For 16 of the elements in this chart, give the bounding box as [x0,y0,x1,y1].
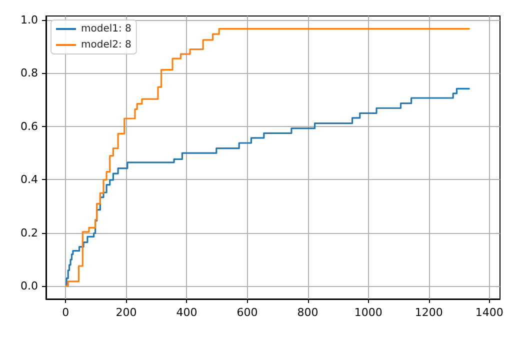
y-tick-label: 0.8 [20,66,38,80]
x-tick-label: 1000 [354,306,382,319]
y-tick-label: 0.6 [20,120,38,133]
legend-label: model2: 8 [81,40,132,50]
x-tick-label: 0 [62,306,70,319]
x-tick-label: 1400 [475,306,504,319]
y-tick-label: 0.4 [20,173,38,186]
x-tick-label: 600 [236,306,258,319]
y-tick-label: 0.0 [20,280,38,293]
y-tick-label: 1.0 [20,13,38,26]
x-tick-label: 1200 [414,306,443,319]
y-tick-label: 0.2 [20,226,38,240]
x-tick-label: 200 [116,306,137,319]
x-tick-label: 400 [176,306,198,319]
legend-label: model1: 8 [81,24,132,34]
x-tick-label: 800 [297,306,318,319]
